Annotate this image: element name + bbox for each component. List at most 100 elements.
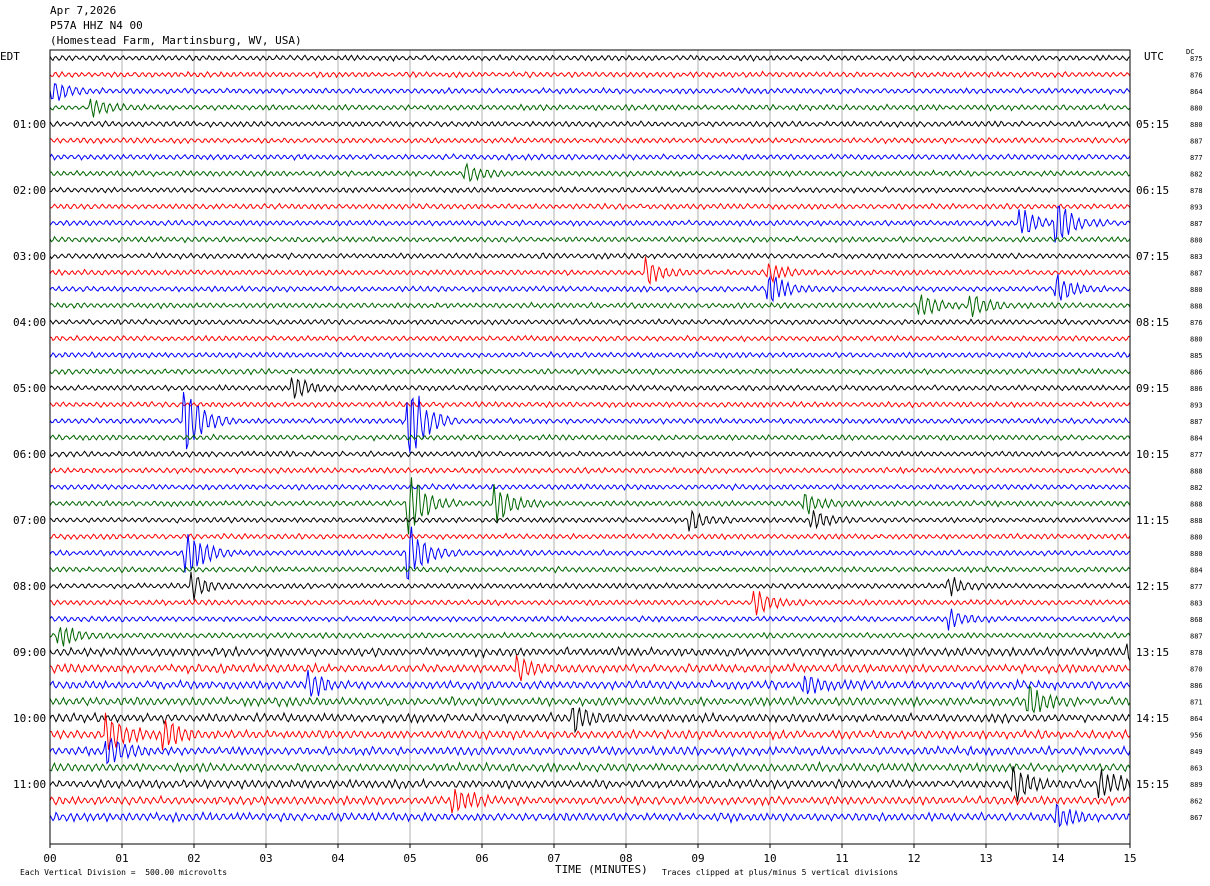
x-tick-label: 00 (43, 852, 56, 865)
utc-label: UTC (1144, 50, 1164, 63)
utc-time-label: 07:15 (1136, 250, 1169, 263)
edt-time-label: 02:00 (13, 184, 46, 197)
seismic-trace-row (49, 252, 1131, 261)
edt-time-label: 01:00 (13, 118, 46, 131)
edt-time-label: 04:00 (13, 316, 46, 329)
seismic-trace-row (49, 274, 1131, 303)
dc-offset-label: 863 (1190, 765, 1203, 773)
dc-offset-label: 889 (1190, 781, 1203, 789)
dc-offset-label: 867 (1190, 814, 1203, 822)
dc-offset-label: 893 (1190, 204, 1203, 212)
x-tick-label: 03 (259, 852, 272, 865)
seismic-trace-row (49, 367, 1131, 376)
dc-offset-label: 888 (1190, 517, 1203, 525)
dc-offset-label: 871 (1190, 699, 1203, 707)
seismic-trace-row (49, 571, 1131, 601)
seismic-trace-row (49, 70, 1131, 79)
dc-offset-label: 887 (1190, 138, 1203, 146)
seismic-trace-row (49, 626, 1131, 647)
seismic-trace-row (49, 655, 1131, 682)
dc-offset-label: 878 (1190, 187, 1203, 195)
x-tick-label: 05 (403, 852, 416, 865)
utc-time-label: 15:15 (1136, 778, 1169, 791)
seismic-trace-row (49, 760, 1131, 774)
seismic-trace-row (49, 318, 1131, 326)
seismic-trace-row (49, 350, 1131, 359)
seismic-trace-row (49, 256, 1131, 286)
dc-offset-label: 887 (1190, 270, 1203, 278)
seismic-trace-row (49, 737, 1131, 765)
utc-time-label: 09:15 (1136, 382, 1169, 395)
seismic-trace-row (49, 98, 1131, 118)
x-tick-label: 10 (763, 852, 776, 865)
seismic-trace-row (49, 532, 1131, 541)
seismic-trace-row (49, 294, 1131, 318)
utc-time-label: 12:15 (1136, 580, 1169, 593)
dc-offset-label: 877 (1190, 154, 1203, 162)
seismic-trace-row (49, 391, 1131, 453)
seismic-trace-row (49, 608, 1131, 631)
x-tick-label: 01 (115, 852, 128, 865)
x-tick-label: 07 (547, 852, 560, 865)
dc-offset-label: 880 (1190, 121, 1203, 129)
x-tick-label: 11 (835, 852, 848, 865)
dc-offset-label: 893 (1190, 402, 1203, 410)
dc-offset-label: 880 (1190, 286, 1203, 294)
dc-offset-label: 888 (1190, 501, 1203, 509)
utc-time-label: 08:15 (1136, 316, 1169, 329)
seismic-trace-row (49, 766, 1131, 802)
x-tick-label: 13 (979, 852, 992, 865)
seismic-trace-row (49, 591, 1131, 616)
edt-time-label: 11:00 (13, 778, 46, 791)
edt-time-label: 09:00 (13, 646, 46, 659)
dc-offset-label: 875 (1190, 55, 1203, 63)
seismic-trace-row (49, 565, 1131, 574)
footer-clip-note: Traces clipped at plus/minus 5 vertical … (662, 868, 899, 877)
utc-time-label: 10:15 (1136, 448, 1169, 461)
seismic-trace-row (49, 450, 1131, 458)
grid-layer (49, 50, 1131, 848)
x-tick-label: 08 (619, 852, 632, 865)
seismic-trace-row (49, 153, 1131, 162)
seismic-trace-row (49, 400, 1131, 409)
dc-offset-label: 887 (1190, 220, 1203, 228)
seismic-trace-row (49, 53, 1131, 62)
seismic-trace-row (49, 509, 1131, 532)
seismic-trace-row (49, 803, 1131, 828)
dc-offset-label: 886 (1190, 682, 1203, 690)
seismic-trace-row (49, 477, 1131, 535)
dc-offset-label: 880 (1190, 534, 1203, 542)
seismic-trace-row (49, 483, 1131, 492)
seismic-trace-row (49, 334, 1131, 343)
plot-frame (49, 49, 1131, 845)
dc-offset-label: 849 (1190, 748, 1203, 756)
dc-offset-label: 868 (1190, 616, 1203, 624)
x-tick-label: 12 (907, 852, 920, 865)
seismic-trace-row (49, 202, 1131, 211)
edt-time-label: 06:00 (13, 448, 46, 461)
seismic-trace-row (49, 377, 1131, 399)
dc-offset-label: 884 (1190, 435, 1203, 443)
seismic-trace-row (49, 643, 1131, 662)
seismic-trace-row (49, 684, 1131, 714)
dc-offset-label: 877 (1190, 451, 1203, 459)
seismic-trace-row (49, 789, 1131, 814)
header-date: Apr 7,2026 (50, 4, 117, 17)
edt-time-label: 07:00 (13, 514, 46, 527)
header-station: P57A HHZ N4 00 (50, 19, 143, 32)
utc-time-label: 06:15 (1136, 184, 1169, 197)
seismic-trace-row (49, 205, 1131, 243)
x-tick-label: 14 (1051, 852, 1065, 865)
dc-offset-label: 864 (1190, 88, 1203, 96)
dc-offset-label: 888 (1190, 468, 1203, 476)
edt-time-label: 08:00 (13, 580, 46, 593)
label-layer: 00 01 02 03 04 05 06 07 08 09 10 11 12 13 14 15 01:00 02:… (13, 55, 1203, 865)
x-tick-label: 02 (187, 852, 200, 865)
dc-offset-label: 870 (1190, 666, 1203, 674)
seismic-trace-row (49, 707, 1131, 734)
seismic-trace-row (49, 235, 1131, 244)
edt-time-label: 03:00 (13, 250, 46, 263)
dc-offset-label: 880 (1190, 105, 1203, 113)
dc-offset-label: 956 (1190, 732, 1203, 740)
